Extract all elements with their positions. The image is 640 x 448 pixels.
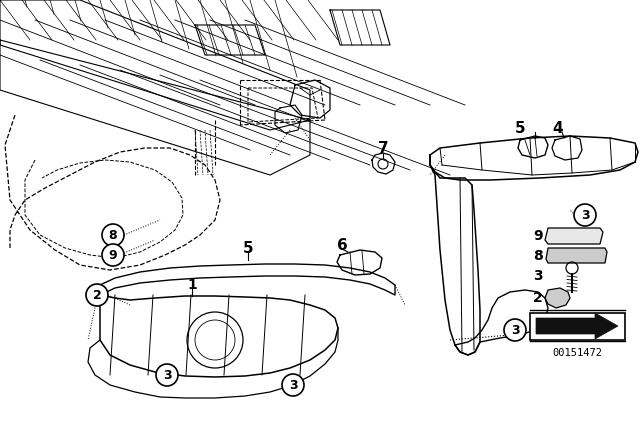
Polygon shape [545, 228, 603, 244]
Text: 8: 8 [109, 228, 117, 241]
Circle shape [574, 204, 596, 226]
Text: 3: 3 [289, 379, 298, 392]
Text: 9: 9 [533, 229, 543, 243]
Text: 3: 3 [533, 269, 543, 283]
Text: 00151472: 00151472 [552, 348, 602, 358]
Circle shape [86, 284, 108, 306]
Text: 3: 3 [511, 323, 519, 336]
Polygon shape [546, 248, 607, 263]
Polygon shape [536, 313, 618, 339]
Text: 2: 2 [93, 289, 101, 302]
Polygon shape [545, 288, 570, 308]
Text: 9: 9 [109, 249, 117, 262]
Circle shape [102, 224, 124, 246]
Circle shape [102, 244, 124, 266]
Text: 1: 1 [187, 278, 197, 292]
Text: 7: 7 [378, 141, 388, 155]
Text: 5: 5 [243, 241, 253, 255]
Circle shape [156, 364, 178, 386]
Circle shape [282, 374, 304, 396]
Text: 2: 2 [533, 291, 543, 305]
Text: 4: 4 [553, 121, 563, 135]
Circle shape [504, 319, 526, 341]
Text: 8: 8 [533, 249, 543, 263]
Text: 3: 3 [163, 369, 172, 382]
Bar [530, 313, 625, 340]
Text: 3: 3 [580, 208, 589, 221]
Text: 5: 5 [515, 121, 525, 135]
Text: 6: 6 [337, 237, 348, 253]
